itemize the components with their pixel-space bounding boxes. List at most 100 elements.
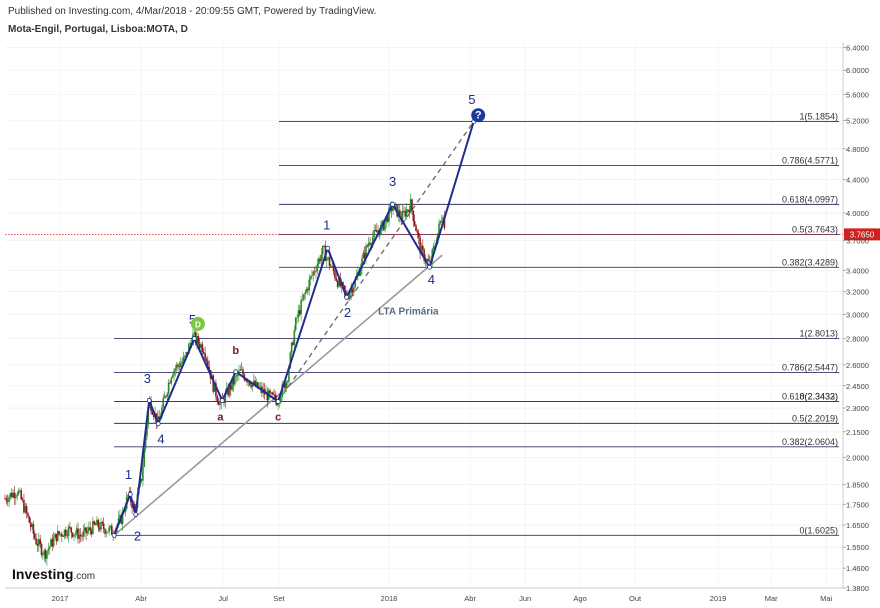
fib-level-label: 0.5(3.7643) <box>792 224 838 234</box>
candle-body <box>404 211 407 217</box>
candle-body <box>81 535 83 537</box>
candle-body <box>412 210 415 222</box>
candle-body <box>20 490 23 500</box>
badge-label: ? <box>475 110 482 122</box>
wave-pivot <box>219 398 225 403</box>
candle-body <box>88 527 90 531</box>
x-tick-label: Abr <box>464 594 476 603</box>
candle-body <box>60 533 63 537</box>
candle-body <box>27 513 29 517</box>
candle-body <box>75 528 78 534</box>
wave-label: c <box>275 411 281 423</box>
candle-body <box>389 205 392 208</box>
fib-level-label: 0(2.3432) <box>799 391 838 401</box>
candle-body <box>409 199 412 213</box>
candle-body <box>170 377 173 384</box>
candle-body <box>71 532 74 537</box>
candle-body <box>394 204 397 205</box>
y-tick-label: 2.1500 <box>846 428 869 437</box>
y-tick-label: 2.3000 <box>846 404 869 413</box>
fib-level-label: 0.618(2.3433) <box>782 391 838 401</box>
candle-body <box>330 265 332 267</box>
candle-body <box>52 538 55 547</box>
wave-pivot <box>233 369 239 375</box>
candle-body <box>365 245 367 259</box>
wave-label: 5 <box>189 312 196 327</box>
candle-body <box>388 207 390 222</box>
y-tick-label: 1.5500 <box>846 543 869 552</box>
investing-logo: Investing.com <box>12 566 96 582</box>
candle-body <box>21 499 24 501</box>
y-tick-label: 6.4000 <box>846 43 869 52</box>
candle-body <box>288 367 290 382</box>
candle-body <box>166 393 169 397</box>
y-tick-label: 2.8000 <box>846 335 869 344</box>
candle-body <box>82 530 85 537</box>
candle-body <box>196 336 198 343</box>
candle-body <box>169 382 171 384</box>
candle-body <box>419 237 421 253</box>
candle-body <box>46 551 48 559</box>
candle-body <box>98 527 101 530</box>
wave-pivot <box>133 512 139 517</box>
candle-body <box>77 528 79 539</box>
candle-body <box>31 524 33 527</box>
candle-body <box>378 231 381 236</box>
candle-body <box>251 383 254 388</box>
candle-body <box>179 363 182 367</box>
lta-trendline-label: LTA Primária <box>378 306 439 317</box>
candle-body <box>413 221 416 226</box>
candle-body <box>202 352 205 354</box>
candle-body <box>121 511 124 524</box>
candle-body <box>102 523 105 530</box>
x-tick-label: Ago <box>573 594 586 603</box>
y-tick-label: 1.4600 <box>846 564 869 573</box>
candle-body <box>401 211 404 220</box>
candle-body <box>257 382 259 389</box>
candle-body <box>297 310 300 318</box>
candle-body <box>326 257 328 261</box>
candle-body <box>94 524 97 526</box>
candle-body <box>416 231 419 233</box>
candle-body <box>32 524 35 534</box>
candle-body <box>146 424 148 437</box>
candle-body <box>40 544 43 556</box>
candle-body <box>6 500 9 502</box>
candle-body <box>39 539 41 545</box>
candle-body <box>273 394 275 396</box>
candle-body <box>78 534 81 539</box>
candle-body <box>97 519 100 528</box>
candle-body <box>327 257 329 259</box>
candle-body <box>178 365 181 367</box>
y-tick-label: 5.2000 <box>846 117 869 126</box>
candle-body <box>219 402 221 406</box>
candle-body <box>48 546 51 549</box>
candle-body <box>300 300 302 315</box>
candle-body <box>247 381 250 383</box>
candle-body <box>415 225 417 232</box>
candle-body <box>79 534 82 536</box>
candle-body <box>163 396 166 399</box>
candle-body <box>432 245 435 250</box>
fib-level-label: 0.786(4.5771) <box>782 156 838 166</box>
candle-body <box>371 237 374 245</box>
candle-body <box>422 245 424 250</box>
candle-body <box>10 493 13 498</box>
candle-body <box>13 492 16 499</box>
candle-body <box>212 375 215 392</box>
candle-body <box>198 343 201 349</box>
candle-body <box>366 245 369 247</box>
candle-body <box>105 532 108 534</box>
y-tick-label: 3.0000 <box>846 310 869 319</box>
y-tick-label: 2.0000 <box>846 453 869 462</box>
candle-body <box>106 531 109 533</box>
symbol-title: Mota-Engil, Portugal, Lisboa:MOTA, D <box>8 24 188 35</box>
wave-pivot <box>344 294 350 300</box>
candle-body <box>259 386 262 388</box>
candle-body <box>321 245 324 255</box>
candle-body <box>142 466 144 481</box>
candle-body <box>328 257 331 266</box>
y-tick-label: 1.7500 <box>846 500 869 509</box>
candle-body <box>47 548 50 552</box>
